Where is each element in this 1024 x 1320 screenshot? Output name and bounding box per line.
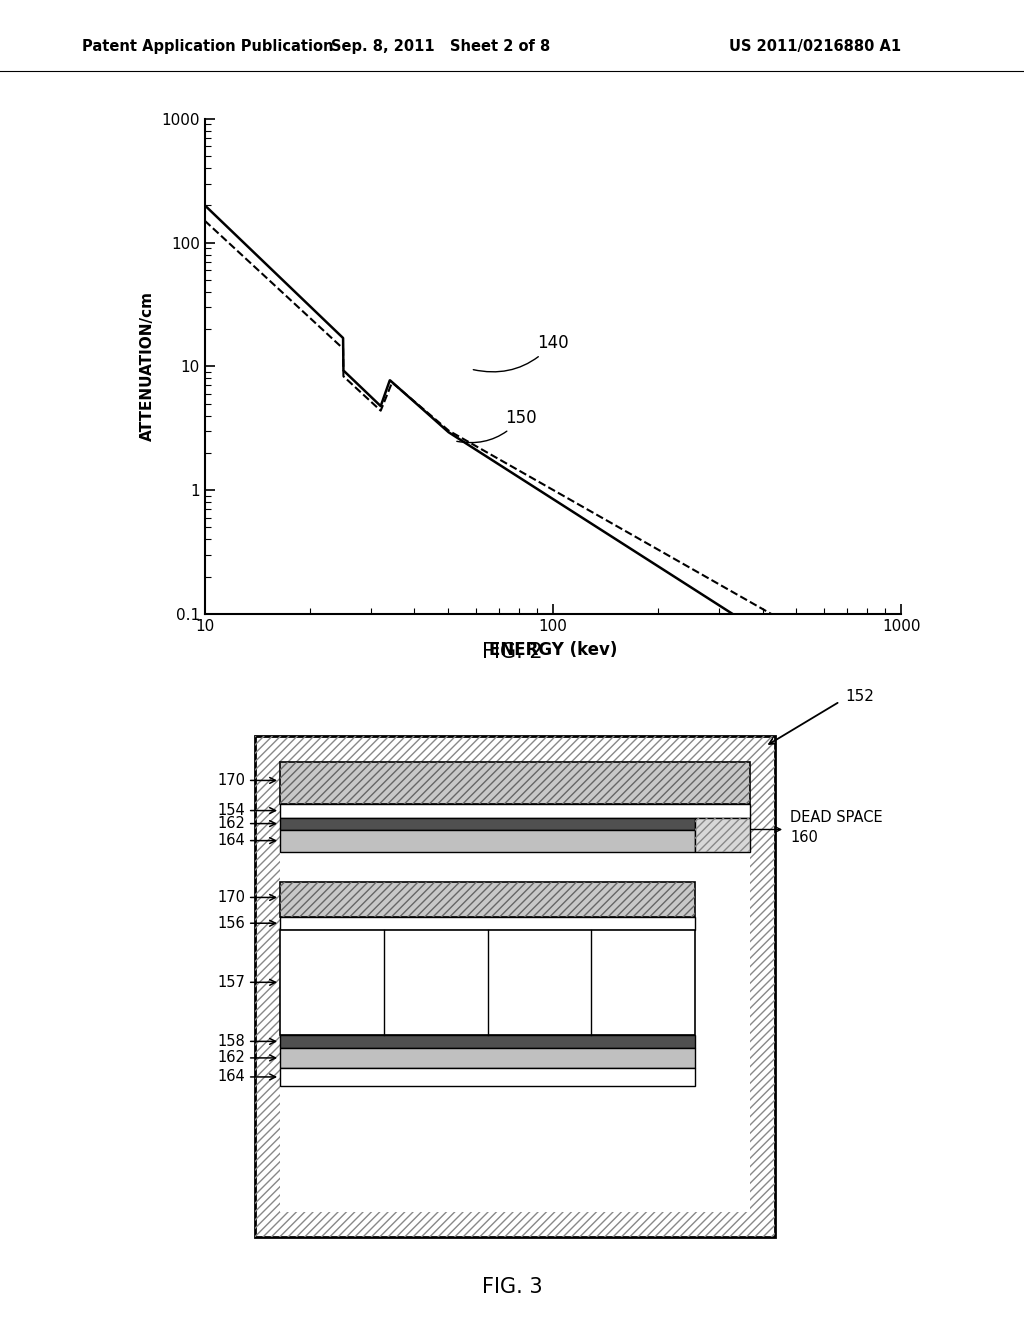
Bar (280, 882, 695, 916)
Text: 150: 150 (457, 409, 537, 442)
Text: 162: 162 (217, 816, 275, 832)
Text: 160: 160 (790, 830, 818, 845)
Text: 152: 152 (845, 689, 873, 704)
Text: 164: 164 (217, 833, 275, 849)
Text: 164: 164 (217, 1069, 275, 1085)
Text: 140: 140 (473, 334, 568, 372)
Text: 162: 162 (217, 1051, 275, 1065)
Text: 170: 170 (217, 774, 275, 788)
Bar (280, 762, 750, 804)
Bar (695, 817, 750, 851)
Text: DEAD SPACE: DEAD SPACE (790, 810, 883, 825)
Bar (255, 737, 775, 1237)
Bar (255, 737, 775, 1237)
Text: Sep. 8, 2011   Sheet 2 of 8: Sep. 8, 2011 Sheet 2 of 8 (331, 38, 550, 54)
Bar (280, 829, 695, 851)
Bar (280, 1035, 695, 1048)
Bar (280, 916, 695, 929)
X-axis label: ENERGY (kev): ENERGY (kev) (488, 640, 617, 659)
Text: 154: 154 (217, 803, 275, 818)
Bar (280, 929, 695, 1035)
Bar (280, 762, 750, 804)
Bar (695, 817, 750, 851)
Bar (280, 762, 750, 1212)
Bar (280, 882, 695, 916)
Bar (280, 804, 750, 817)
Text: FIG. 3: FIG. 3 (481, 1276, 543, 1298)
Text: FIG. 2: FIG. 2 (481, 642, 543, 663)
Y-axis label: ATTENUATION/cm: ATTENUATION/cm (139, 292, 155, 441)
Text: 156: 156 (217, 916, 275, 931)
Text: 158: 158 (217, 1034, 275, 1049)
Text: 170: 170 (217, 890, 275, 906)
Text: 157: 157 (217, 974, 275, 990)
Text: US 2011/0216880 A1: US 2011/0216880 A1 (729, 38, 901, 54)
Text: Patent Application Publication: Patent Application Publication (82, 38, 334, 54)
Bar (280, 1048, 695, 1068)
Bar (280, 817, 695, 829)
Bar (280, 1068, 695, 1086)
